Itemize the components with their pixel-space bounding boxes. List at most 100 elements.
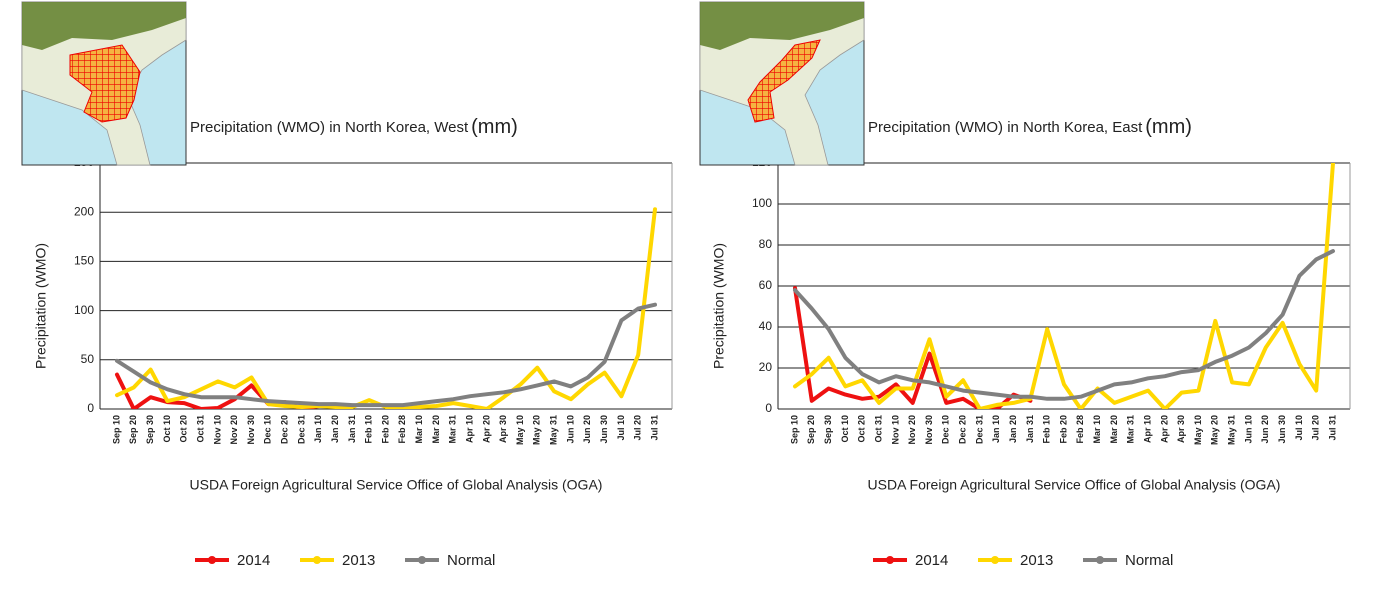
y-tick-label: 80 (759, 237, 773, 251)
x-tick-label: Dec 31 (974, 415, 984, 444)
y-axis-label: Precipitation (WMO) (711, 243, 727, 369)
x-tick-label: May 10 (515, 415, 525, 445)
title-main: Precipitation (WMO) in North Korea, East (868, 119, 1143, 136)
x-tick-label: Nov 20 (907, 415, 917, 445)
y-tick-label: 40 (759, 319, 773, 333)
x-tick-label: Dec 20 (280, 415, 290, 444)
x-tick-label: Apr 30 (1176, 415, 1186, 443)
map-forest (700, 2, 864, 50)
x-tick-label: Dec 20 (958, 415, 968, 444)
x-tick-label: Jun 20 (1260, 415, 1270, 444)
x-tick-label: Apr 10 (464, 415, 474, 443)
y-axis-label: Precipitation (WMO) (33, 243, 49, 369)
legend-label: 2014 (915, 552, 948, 569)
plot-area (793, 163, 1335, 409)
legend-marker (418, 556, 426, 564)
y-tick-label: 0 (765, 401, 772, 415)
legend-marker (1096, 556, 1104, 564)
x-tick-label: Nov 10 (890, 415, 900, 445)
region-map (21, 1, 187, 166)
x-tick-label: Jul 10 (616, 415, 626, 441)
x-tick-label: Jan 20 (1008, 415, 1018, 443)
x-tick-label: Jul 31 (649, 415, 659, 441)
x-tick-label: Mar 10 (414, 415, 424, 444)
x-tick-label: Dec 10 (263, 415, 273, 444)
y-tick-label: 100 (752, 196, 772, 210)
title-main: Precipitation (WMO) in North Korea, West (190, 119, 469, 136)
x-tick-label: Feb 28 (397, 415, 407, 444)
x-tick-label: Jun 20 (582, 415, 592, 444)
map-region (747, 39, 821, 123)
x-tick-label: Oct 10 (162, 415, 172, 443)
x-tick-label: Mar 20 (431, 415, 441, 444)
series-line (793, 249, 1335, 401)
x-tick-label: Jul 20 (1311, 415, 1321, 441)
y-tick-label: 0 (87, 401, 94, 415)
x-tick-label: May 31 (549, 415, 559, 445)
x-tick-label: Apr 30 (498, 415, 508, 443)
x-tick-label: Jun 10 (1243, 415, 1253, 444)
chart-title: Precipitation (WMO) in North Korea, East… (868, 116, 1192, 138)
x-tick-label: Oct 31 (873, 415, 883, 443)
x-tick-label: Jan 31 (347, 415, 357, 443)
series-line (793, 286, 1033, 409)
x-tick-label: Nov 30 (924, 415, 934, 445)
x-tick-label: Mar 10 (1092, 415, 1102, 444)
x-tick-label: Sep 20 (128, 415, 138, 444)
legend-label: Normal (1125, 552, 1173, 569)
x-tick-label: Oct 10 (840, 415, 850, 443)
y-tick-label: 150 (74, 254, 94, 268)
y-tick-label: 20 (759, 360, 773, 374)
legend-marker (886, 556, 894, 564)
x-tick-label: Apr 10 (1142, 415, 1152, 443)
x-tick-label: Jul 20 (633, 415, 643, 441)
x-tick-label: Jun 30 (599, 415, 609, 444)
region-map (699, 1, 865, 166)
legend-label: Normal (447, 552, 495, 569)
x-tick-label: May 31 (1227, 415, 1237, 445)
legend-label: 2013 (1020, 552, 1053, 569)
x-tick-label: Feb 10 (364, 415, 374, 444)
x-tick-label: Dec 10 (941, 415, 951, 444)
x-tick-label: Jan 10 (313, 415, 323, 443)
x-tick-label: Oct 20 (857, 415, 867, 443)
x-tick-label: Sep 20 (806, 415, 816, 444)
x-tick-label: Apr 20 (1159, 415, 1169, 443)
x-tick-label: Mar 31 (448, 415, 458, 444)
x-tick-label: Feb 10 (1042, 415, 1052, 444)
series-line (115, 302, 657, 408)
legend-marker (313, 556, 321, 564)
map-forest (22, 2, 186, 50)
x-tick-label: Jan 31 (1025, 415, 1035, 443)
x-tick-label: Jul 31 (1327, 415, 1337, 441)
x-tick-label: Nov 10 (212, 415, 222, 445)
x-tick-label: Sep 10 (111, 415, 121, 444)
title-unit: (mm) (471, 116, 518, 138)
x-tick-label: Oct 31 (195, 415, 205, 443)
x-tick-label: Mar 20 (1109, 415, 1119, 444)
x-tick-label: Jan 10 (991, 415, 1001, 443)
x-tick-label: Sep 10 (789, 415, 799, 444)
x-tick-label: Sep 30 (823, 415, 833, 444)
y-tick-label: 60 (759, 278, 773, 292)
x-tick-label: May 20 (532, 415, 542, 445)
x-tick-label: Jul 10 (1294, 415, 1304, 441)
x-tick-label: Feb 20 (380, 415, 390, 444)
x-tick-label: Dec 31 (296, 415, 306, 444)
series-line (793, 163, 1335, 409)
x-tick-label: Nov 20 (229, 415, 239, 445)
x-tick-label: Jun 10 (565, 415, 575, 444)
x-tick-label: Oct 20 (179, 415, 189, 443)
x-tick-label: May 10 (1193, 415, 1203, 445)
y-tick-label: 50 (81, 352, 95, 366)
footnote: USDA Foreign Agricultural Service Office… (868, 477, 1281, 493)
plot-area (115, 207, 657, 409)
legend-label: 2014 (237, 552, 270, 569)
y-tick-label: 200 (74, 204, 94, 218)
x-tick-label: Jun 30 (1277, 415, 1287, 444)
legend-marker (208, 556, 216, 564)
x-tick-label: May 20 (1210, 415, 1220, 445)
